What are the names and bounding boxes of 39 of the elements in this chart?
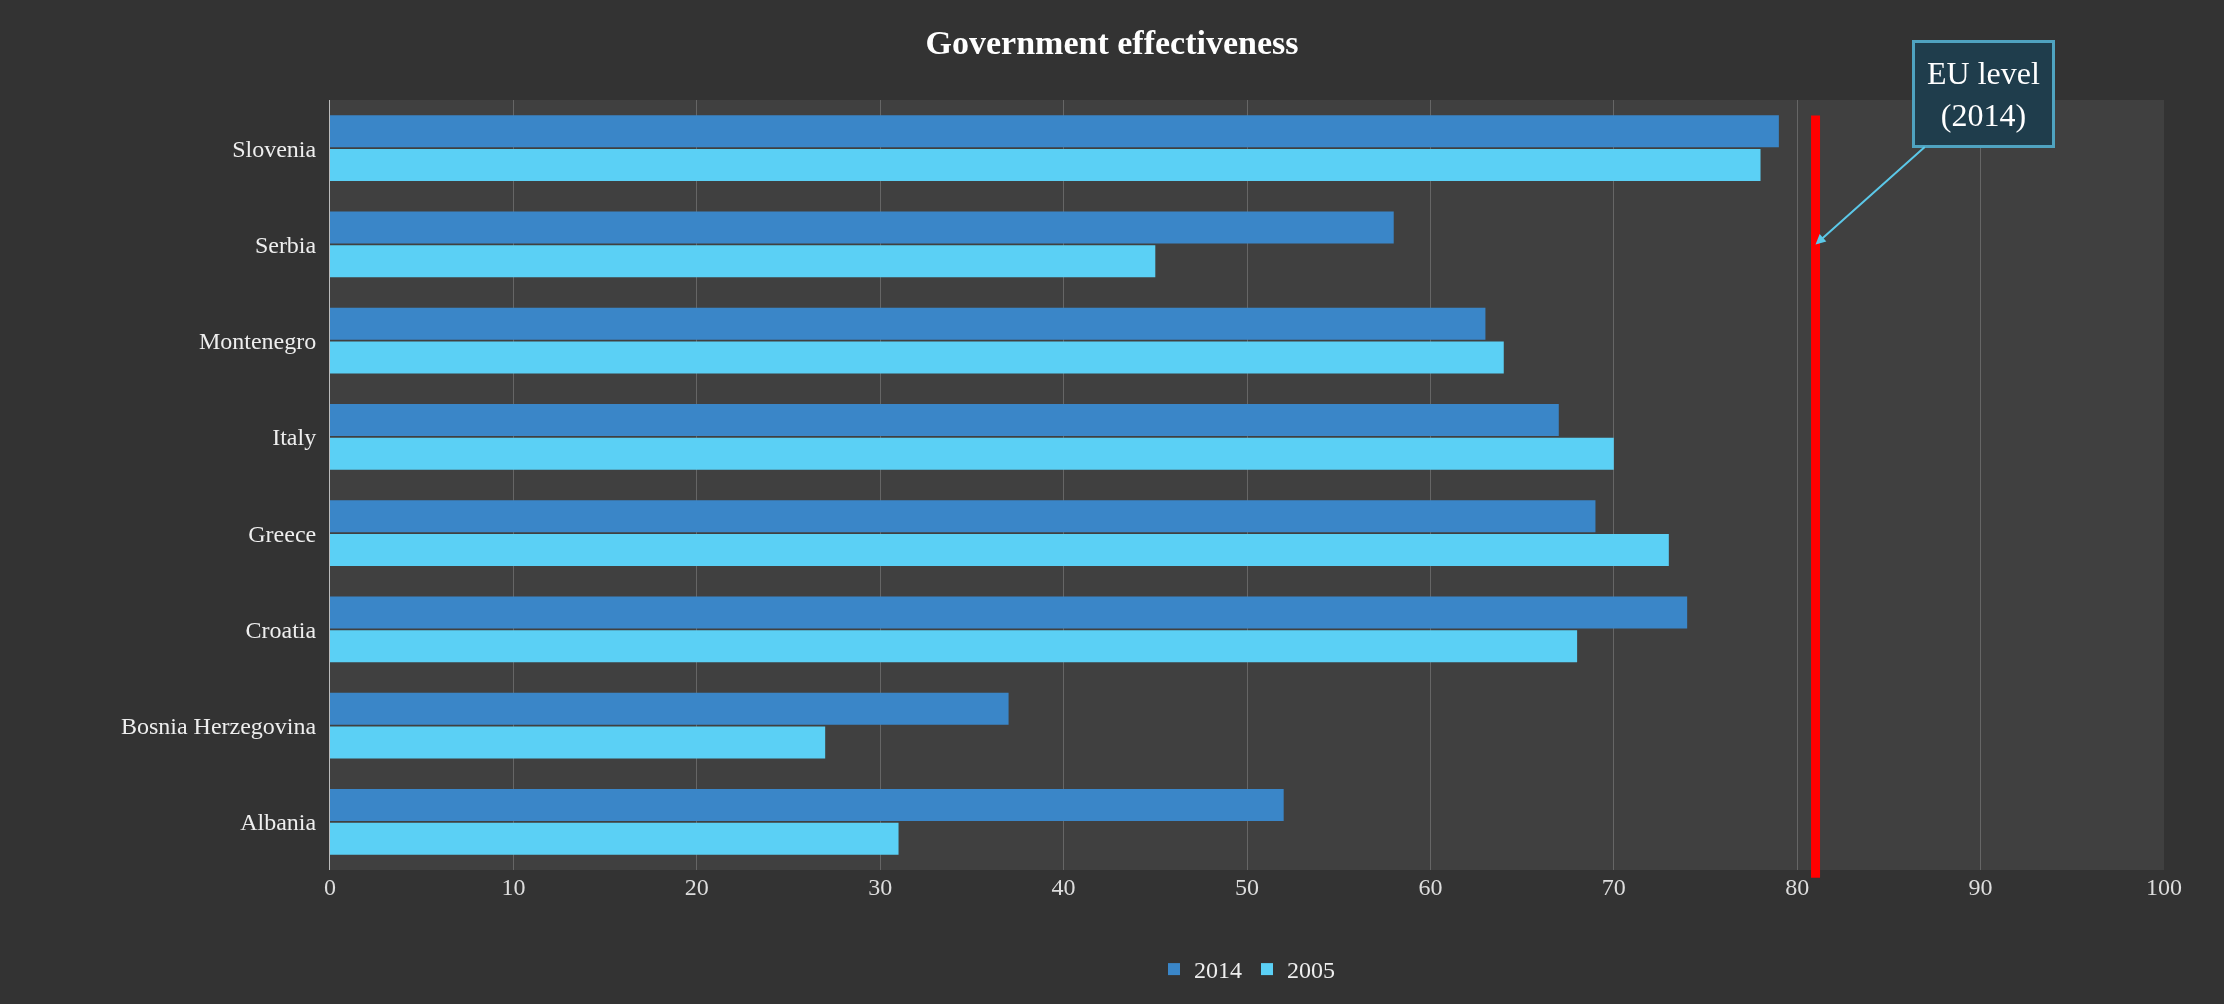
- x-tick-label: 40: [1051, 874, 1076, 900]
- x-tick-label: 50: [1235, 874, 1259, 900]
- bar: [330, 404, 1559, 437]
- x-tick-label: 60: [1418, 874, 1443, 900]
- bar: [330, 822, 899, 855]
- x-tick-label: 80: [1785, 874, 1810, 900]
- bar: [330, 500, 1596, 533]
- bar: [330, 148, 1761, 181]
- y-tick-label: Slovenia: [232, 135, 317, 162]
- x-tick-label: 90: [1968, 874, 1993, 900]
- bar: [330, 245, 1156, 278]
- x-tick-label: 20: [684, 874, 709, 900]
- ref-line-label: EU level (2014): [1927, 55, 2040, 133]
- bar: [330, 341, 1504, 374]
- bar: [330, 307, 1486, 340]
- y-tick-label: Croatia: [245, 616, 317, 643]
- bar: [330, 211, 1394, 244]
- bar: [330, 533, 1669, 566]
- legend-label: 2014: [1194, 957, 1242, 984]
- x-tick-label: 30: [868, 874, 893, 900]
- y-tick-label: Albania: [240, 809, 317, 836]
- y-tick-label: Italy: [272, 424, 317, 451]
- y-tick-label: Bosnia Herzegovina: [120, 713, 317, 740]
- x-tick-label: 10: [501, 874, 526, 900]
- y-tick-label: Serbia: [254, 231, 317, 258]
- bar: [330, 692, 1009, 725]
- y-tick-label: Greece: [248, 520, 317, 547]
- legend-label: 2005: [1287, 957, 1335, 984]
- x-tick-label: 0: [324, 874, 336, 900]
- bar: [330, 726, 826, 759]
- y-tick-label: Montenegro: [198, 328, 317, 355]
- bar: [330, 789, 1284, 822]
- chart-title: Government effectiveness: [925, 23, 1299, 61]
- bar: [330, 437, 1614, 470]
- x-tick-label: 100: [2146, 874, 2182, 900]
- bar: [330, 115, 1779, 148]
- bar: [330, 596, 1688, 629]
- bar: [330, 630, 1578, 663]
- x-tick-label: 70: [1601, 874, 1626, 900]
